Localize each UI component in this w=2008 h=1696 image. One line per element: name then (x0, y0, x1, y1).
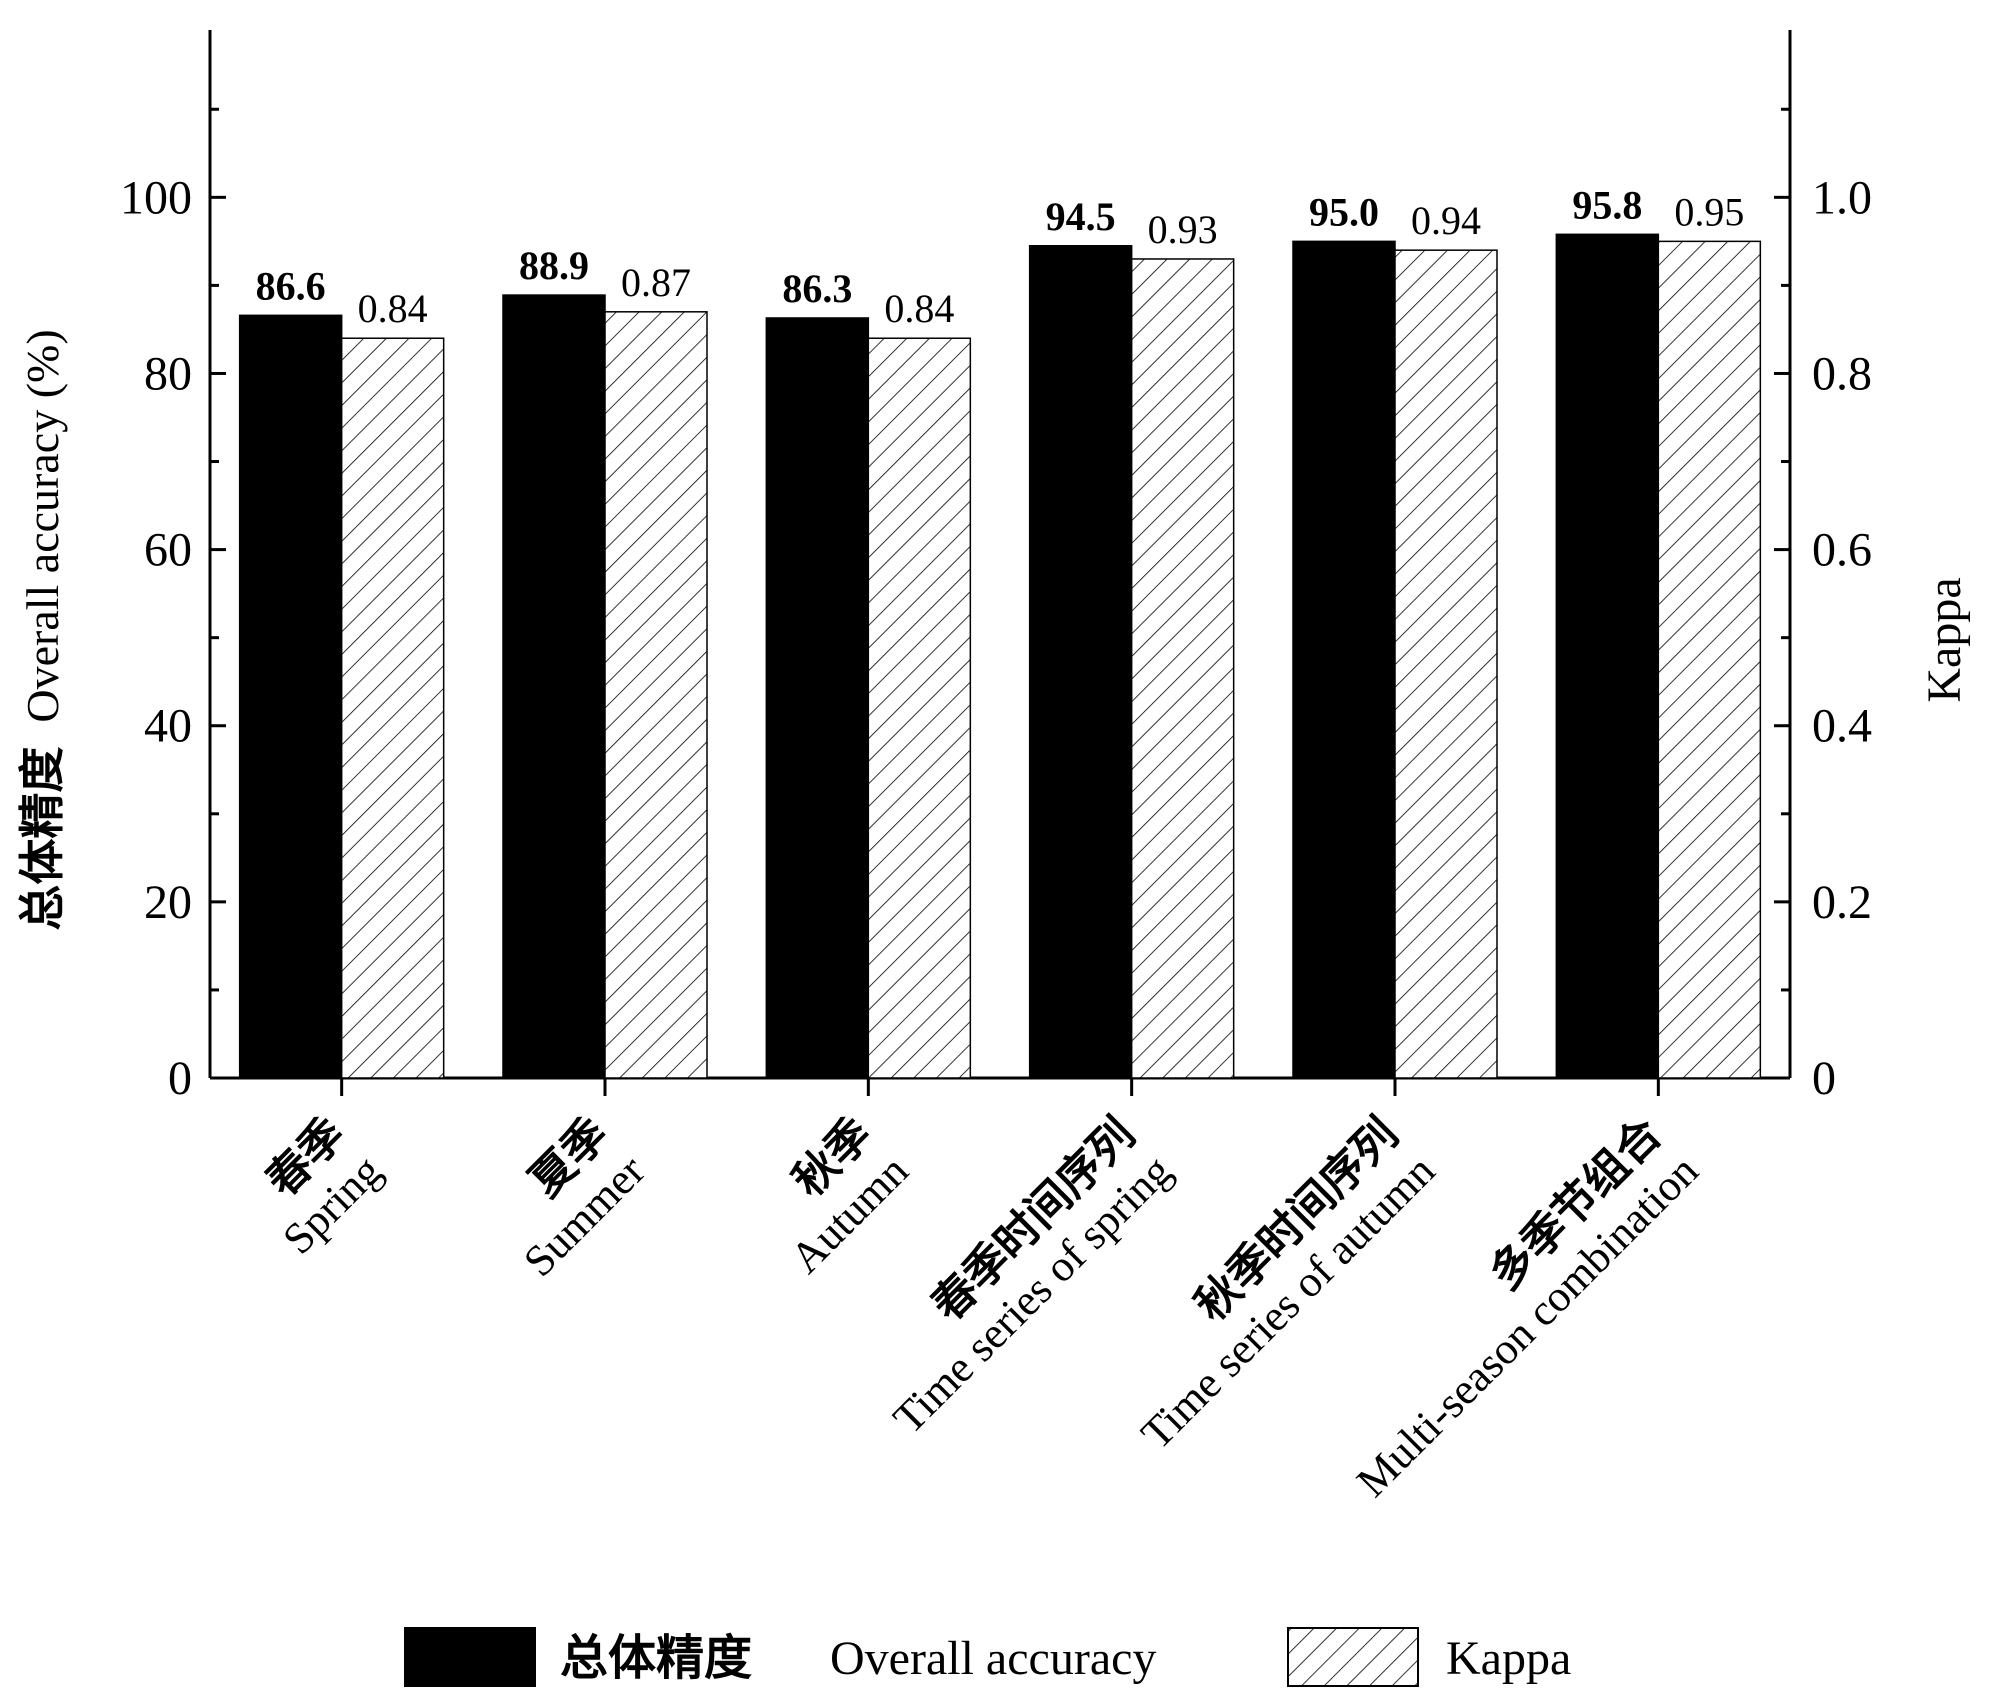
bar-overall-accuracy (238, 314, 343, 1079)
data-label-overall-accuracy: 94.5 (1046, 194, 1116, 239)
data-label-overall-accuracy: 86.3 (782, 266, 852, 311)
bar-overall-accuracy (502, 294, 606, 1079)
bar-overall-accuracy (765, 317, 870, 1079)
bar-kappa (1657, 240, 1762, 1079)
data-label-overall-accuracy: 95.8 (1572, 182, 1642, 227)
right-tick-label: 0 (1812, 1052, 1836, 1105)
right-tick-label: 0.2 (1812, 876, 1872, 929)
data-label-overall-accuracy: 95.0 (1309, 189, 1379, 234)
legend-label-overall-accuracy-zh: 总体精度 (560, 1630, 752, 1686)
left-tick-label: 0 (168, 1052, 192, 1105)
bar-kappa (1130, 258, 1235, 1079)
left-tick-label: 40 (144, 700, 192, 753)
bar-kappa (340, 337, 445, 1079)
y-axis-left-title-zh: 总体精度 (15, 747, 69, 931)
data-label-overall-accuracy: 86.6 (256, 263, 326, 308)
data-label-kappa: 0.87 (621, 260, 691, 305)
data-label-overall-accuracy: 88.9 (519, 243, 589, 288)
right-tick-label: 0.8 (1812, 347, 1872, 400)
data-label-kappa: 0.84 (884, 286, 954, 331)
legend-swatch-overall-accuracy (404, 1627, 536, 1687)
data-label-kappa: 0.84 (358, 286, 428, 331)
bar-kappa (604, 311, 708, 1079)
data-label-kappa: 0.95 (1674, 189, 1744, 234)
bar-overall-accuracy (1555, 233, 1660, 1079)
left-tick-label: 80 (144, 347, 192, 400)
legend-swatch-kappa (1287, 1627, 1419, 1687)
left-tick-label: 100 (120, 171, 192, 224)
right-tick-label: 0.6 (1812, 524, 1872, 577)
data-label-kappa: 0.94 (1411, 198, 1481, 243)
data-label-kappa: 0.93 (1148, 207, 1218, 252)
left-tick-label: 20 (144, 876, 192, 929)
left-tick-label: 60 (144, 524, 192, 577)
right-tick-label: 0.4 (1812, 700, 1872, 753)
legend-label-kappa: Kappa (1446, 1632, 1571, 1685)
bar-kappa (1394, 249, 1498, 1079)
right-tick-label: 1.0 (1812, 171, 1872, 224)
legend-label-overall-accuracy-en: Overall accuracy (830, 1632, 1156, 1685)
bar-kappa (867, 337, 972, 1079)
y-axis-right-title: Kappa (1918, 577, 1971, 702)
bar-overall-accuracy (1028, 245, 1133, 1079)
bar-overall-accuracy (1292, 240, 1396, 1079)
y-axis-left-title-en: Overall accuracy (%) (17, 329, 68, 722)
y-axis-left-title: 总体精度 Overall accuracy (%) (15, 329, 69, 930)
